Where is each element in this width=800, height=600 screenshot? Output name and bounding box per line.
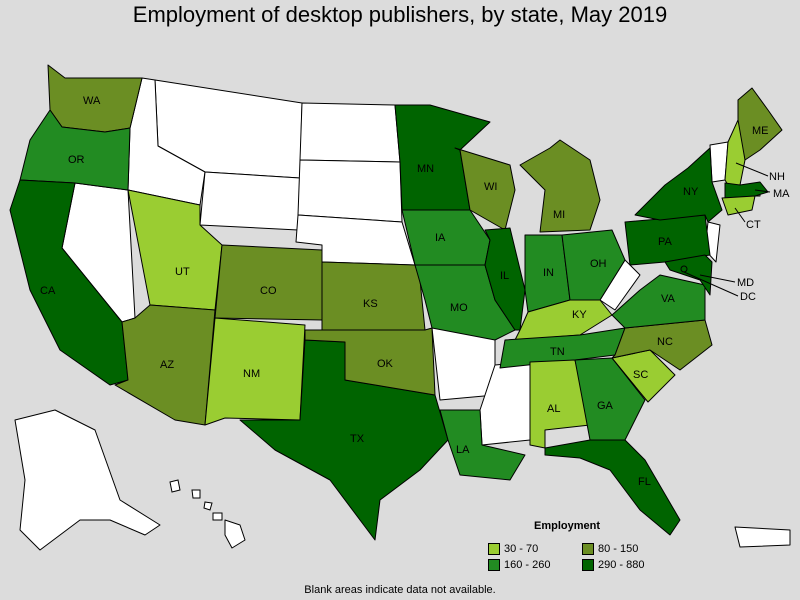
label-AL: AL [547, 403, 560, 415]
label-VA: VA [661, 293, 676, 305]
state-ND [299, 102, 401, 163]
legend-item-80-150: 80 - 150 [582, 543, 638, 555]
state-KS [321, 261, 426, 331]
state-OH [561, 229, 626, 301]
state-FL [544, 439, 681, 536]
label-GA: GA [597, 400, 614, 412]
label-LA: LA [456, 444, 470, 456]
state-IL [484, 227, 526, 331]
label-OK: OK [377, 358, 394, 370]
state-CT [721, 195, 756, 216]
legend-item-290-880: 290 - 880 [582, 559, 644, 571]
legend-label: 160 - 260 [504, 559, 551, 571]
label-ME: ME [752, 125, 769, 137]
label-OH: OH [590, 258, 607, 270]
label-MN: MN [417, 163, 434, 175]
label-WA: WA [83, 95, 101, 107]
label-IN: IN [543, 267, 554, 279]
label-AZ: AZ [160, 359, 174, 371]
legend-swatch [488, 559, 500, 571]
label-TX: TX [350, 433, 365, 445]
legend-swatch [488, 543, 500, 555]
label-MO: MO [450, 302, 468, 314]
footnote: Blank areas indicate data not available. [304, 584, 496, 596]
state-GA [574, 357, 646, 441]
state-AK [14, 409, 161, 551]
state-MI [519, 139, 601, 233]
label-MD: MD [737, 277, 754, 289]
label-DC: DC [740, 291, 756, 303]
legend-title: Employment [534, 520, 601, 532]
label-NY: NY [683, 186, 699, 198]
state-IA [401, 209, 491, 266]
legend-label: 30 - 70 [504, 543, 539, 555]
state-HI [224, 519, 246, 549]
state-NY [634, 147, 723, 223]
legend-swatch [582, 559, 594, 571]
state-SD [297, 159, 403, 223]
label-KS: KS [363, 298, 378, 310]
label-NC: NC [657, 336, 673, 348]
state-MA [724, 181, 769, 199]
map-title: Employment of desktop publishers, by sta… [132, 2, 668, 27]
legend-swatch [582, 543, 594, 555]
label-OR: OR [68, 154, 85, 166]
state-CO [214, 244, 323, 321]
label-UT: UT [175, 266, 190, 278]
state-LA [439, 409, 526, 481]
label-CO: CO [260, 285, 277, 297]
label-IA: IA [435, 232, 446, 244]
legend-item-160-260: 160 - 260 [488, 559, 550, 571]
state-WY [199, 171, 301, 231]
legend-item-30-70: 30 - 70 [488, 543, 538, 555]
label-PA: PA [658, 236, 673, 248]
legend-label: 80 - 150 [598, 543, 639, 555]
label-CT: CT [746, 219, 761, 231]
label-CA: CA [40, 285, 56, 297]
label-TN: TN [550, 346, 565, 358]
state-OK [304, 327, 436, 396]
label-MA: MA [773, 188, 790, 200]
legend-label: 290 - 880 [598, 559, 645, 571]
state-DC [680, 265, 688, 273]
state-ME [737, 87, 783, 161]
state-NM [204, 317, 306, 426]
state-labels: WA OR CA UT AZ CO NM TX KS OK MN IA MO L… [40, 95, 790, 488]
leader-lines [683, 162, 771, 297]
state-MD [664, 254, 713, 296]
label-NM: NM [243, 368, 260, 380]
label-MI: MI [553, 209, 565, 221]
label-NH: NH [769, 171, 785, 183]
state-CA [9, 179, 129, 386]
label-IL: IL [500, 270, 509, 282]
label-SC: SC [633, 369, 648, 381]
label-WI: WI [484, 181, 497, 193]
label-KY: KY [572, 309, 587, 321]
label-FL: FL [638, 476, 651, 488]
state-PR [734, 526, 791, 548]
data-states [9, 64, 783, 541]
hawaii-islands [169, 479, 223, 521]
